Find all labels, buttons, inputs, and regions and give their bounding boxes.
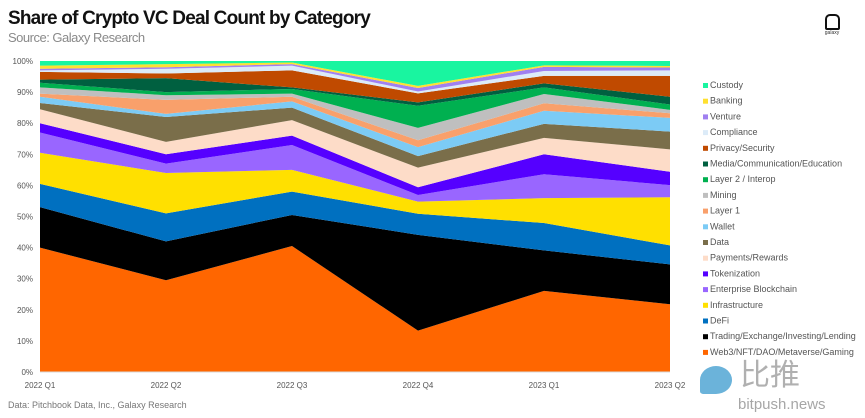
legend-swatch (703, 318, 708, 324)
x-tick-label: 2023 Q1 (529, 381, 560, 390)
area-mining (40, 87, 670, 141)
legend-swatch (703, 255, 708, 261)
x-tick-label: 2022 Q3 (277, 381, 308, 390)
watermark-url: bitpush.news (738, 396, 826, 413)
legend-swatch (703, 271, 708, 277)
area-custody (40, 61, 670, 86)
legend-label: Layer 2 / Interop (710, 174, 776, 184)
legend-label: Tokenization (710, 268, 760, 278)
area-privacy-security (40, 70, 670, 103)
logo-text: galaxy (824, 30, 840, 36)
legend-swatch (703, 177, 708, 183)
y-tick-label: 20% (17, 306, 33, 315)
legend-swatch (703, 161, 708, 167)
legend-swatch (703, 240, 708, 245)
legend-swatch (703, 302, 708, 308)
legend-swatch (703, 145, 708, 151)
legend-label: Payments/Rewards (710, 253, 789, 263)
area-media-communication-education (40, 78, 670, 106)
area-layer-2-interop (40, 82, 670, 128)
y-tick-label: 10% (17, 337, 33, 346)
watermark-cn: 比推 (740, 359, 800, 392)
y-tick-label: 90% (17, 88, 33, 97)
y-tick-label: 0% (21, 368, 33, 377)
legend-swatch (703, 114, 708, 120)
chart-subtitle: Source: Galaxy Research (8, 30, 145, 45)
legend-label: Wallet (710, 221, 735, 231)
y-tick-label: 80% (17, 119, 33, 128)
x-tick-label: 2022 Q2 (151, 381, 182, 390)
area-web3-nft-dao-metaverse-gaming (40, 246, 670, 372)
legend-label: Layer 1 (710, 206, 740, 216)
y-tick-label: 70% (17, 150, 33, 159)
legend-label: Data (710, 237, 729, 247)
legend-swatch (703, 192, 708, 198)
legend-swatch (703, 224, 708, 230)
area-data (40, 102, 670, 168)
legend-swatch (703, 208, 708, 214)
area-trading-exchange-investing-lending (40, 207, 670, 331)
legend-label: Privacy/Security (710, 143, 775, 153)
x-tick-label: 2022 Q1 (25, 381, 56, 390)
legend-label: Custody (710, 80, 744, 90)
area-banking (40, 62, 670, 89)
area-defi (40, 183, 670, 265)
chart-title: Share of Crypto VC Deal Count by Categor… (8, 8, 371, 29)
legend-label: Venture (710, 111, 741, 121)
galaxy-logo-icon (824, 14, 840, 30)
area-layer-1 (40, 93, 670, 148)
x-tick-label: 2023 Q2 (655, 381, 686, 390)
legend-swatch (703, 287, 708, 293)
legend-swatch (703, 98, 708, 104)
area-infrastructure (40, 152, 670, 246)
legend-label: Infrastructure (710, 300, 763, 310)
legend-label: Mining (710, 190, 737, 200)
y-tick-label: 100% (13, 57, 33, 66)
legend-swatch (703, 83, 708, 88)
area-enterprise-blockchain (40, 132, 670, 202)
legend-label: Trading/Exchange/Investing/Lending (710, 331, 856, 341)
legend-swatch (703, 349, 708, 355)
galaxy-logo: galaxy (820, 14, 844, 36)
legend-label: Enterprise Blockchain (710, 284, 797, 294)
legend-label: Web3/NFT/DAO/Metaverse/Gaming (710, 347, 854, 357)
legend-label: DeFi (710, 316, 729, 326)
y-tick-label: 50% (17, 213, 33, 222)
area-tokenization (40, 123, 670, 196)
legend-swatch (703, 334, 708, 340)
x-tick-label: 2022 Q4 (403, 381, 434, 390)
legend-swatch (703, 130, 708, 136)
area-wallet (40, 96, 670, 157)
y-tick-label: 30% (17, 275, 33, 284)
y-tick-label: 40% (17, 244, 33, 253)
legend-label: Compliance (710, 127, 758, 137)
bitpush-bird-icon (700, 366, 732, 394)
area-compliance (40, 65, 670, 94)
area-payments-rewards (40, 109, 670, 188)
legend-label: Media/Communication/Education (710, 159, 842, 169)
legend-label: Banking (710, 96, 743, 106)
data-source: Data: Pitchbook Data, Inc., Galaxy Resea… (8, 400, 187, 410)
area-venture (40, 64, 670, 92)
y-tick-label: 60% (17, 181, 33, 190)
